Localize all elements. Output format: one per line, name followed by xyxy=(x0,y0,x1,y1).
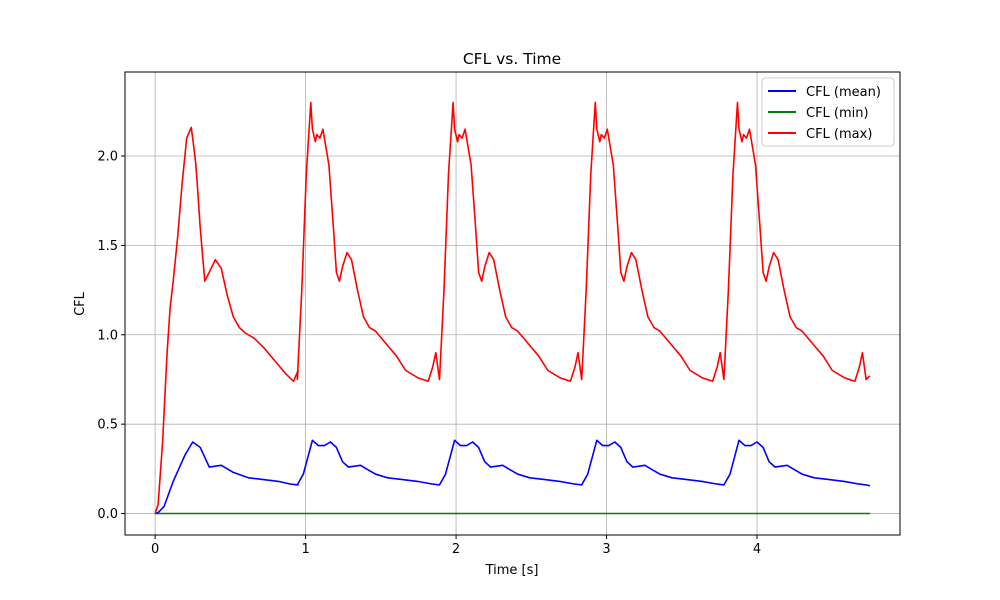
x-tick-label: 4 xyxy=(753,542,761,557)
legend: CFL (mean) CFL (min) CFL (max) xyxy=(761,77,895,147)
legend-label-min: CFL (min) xyxy=(806,106,869,121)
legend-box xyxy=(761,77,895,147)
x-axis-label: Time [s] xyxy=(485,563,539,578)
y-tick-label: 2.0 xyxy=(97,150,118,165)
y-tick-label: 1.0 xyxy=(97,328,118,343)
legend-label-max: CFL (max) xyxy=(806,127,872,142)
x-axis-ticks: 0 1 2 3 4 xyxy=(151,535,761,557)
legend-label-mean: CFL (mean) xyxy=(806,85,881,100)
y-tick-label: 1.5 xyxy=(97,239,118,254)
y-tick-label: 0.0 xyxy=(97,507,118,522)
series-line-max xyxy=(154,101,871,514)
x-tick-label: 0 xyxy=(151,542,159,557)
series-lines xyxy=(154,101,871,515)
plot-frame xyxy=(124,71,901,536)
x-tick-label: 3 xyxy=(602,542,610,557)
x-tick-label: 2 xyxy=(452,542,460,557)
chart-title: CFL vs. Time xyxy=(463,50,561,68)
y-tick-label: 0.5 xyxy=(97,418,118,433)
x-tick-label: 1 xyxy=(301,542,309,557)
y-axis-ticks: 0.0 0.5 1.0 1.5 2.0 xyxy=(97,150,125,522)
y-axis-label: CFL xyxy=(73,291,88,316)
series-line-mean xyxy=(154,439,871,515)
